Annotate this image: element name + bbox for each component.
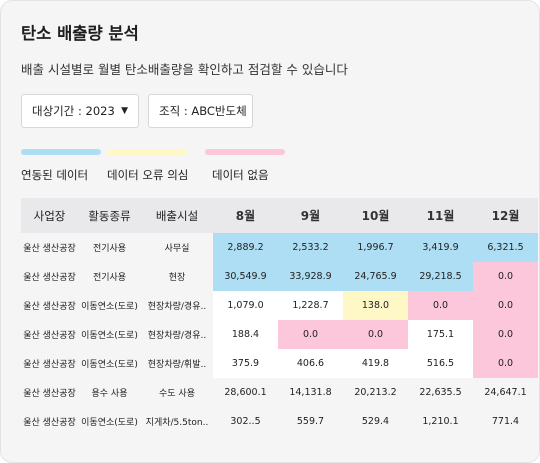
cell-value[interactable]: 2,533.2: [278, 233, 343, 262]
cell-value[interactable]: 33,928.9: [278, 262, 343, 291]
cell-value[interactable]: 30,549.9: [213, 262, 278, 291]
cell-activity: 전기사용: [92, 273, 127, 283]
cell-value[interactable]: 559.7: [296, 416, 325, 427]
cell-value[interactable]: 1,228.7: [278, 291, 343, 320]
cell-value[interactable]: 2,889.2: [213, 233, 278, 262]
table-header-row: 사업장 활동종류 배출시설 8월 9월 10월 11월 12월: [21, 198, 538, 233]
cell-value[interactable]: 20,213.2: [354, 387, 397, 398]
org-filter[interactable]: 조직 : ABC반도체: [148, 94, 253, 128]
cell-site: 울산 생산공장: [23, 331, 76, 341]
cell-value[interactable]: 0.0: [278, 320, 343, 349]
cell-facility: 현장: [168, 273, 186, 283]
cell-value[interactable]: 188.4: [213, 320, 278, 349]
col-header-aug: 8월: [213, 198, 278, 233]
cell-value[interactable]: 0.0: [473, 262, 538, 291]
page-title: 탄소 배출량 분석: [21, 24, 139, 43]
legend-swatch: [205, 149, 285, 155]
cell-value[interactable]: 1,996.7: [343, 233, 408, 262]
table-row: 울산 생산공장 용수 사용 수도 사용 28,600.1 14,131.8 20,213.…: [21, 378, 538, 407]
col-header-facility: 배출시설: [141, 198, 213, 233]
col-header-oct: 10월: [343, 198, 408, 233]
cell-value[interactable]: 24,765.9: [343, 262, 408, 291]
page-subtitle: 배출 시설별로 월별 탄소배출량을 확인하고 점검할 수 있습니다: [21, 62, 348, 77]
cell-value[interactable]: 529.4: [361, 416, 390, 427]
org-filter-label: 조직 : ABC반도체: [159, 104, 247, 118]
table-row: 울산 생산공장 이동연소(도로) 현장차량/경유.. 188.4 0.0 0.0 175.1…: [21, 320, 538, 349]
col-header-dec: 12월: [473, 198, 538, 233]
cell-value[interactable]: 0.0: [408, 291, 473, 320]
legend-label: 데이터 오류 의심: [107, 168, 189, 182]
cell-value[interactable]: 138.0: [343, 291, 408, 320]
cell-value[interactable]: 0.0: [473, 291, 538, 320]
cell-facility: 현장차량/경유..: [147, 302, 207, 312]
cell-facility: 현장차량/경유..: [147, 331, 207, 341]
cell-value[interactable]: 28,600.1: [224, 387, 267, 398]
cell-site: 울산 생산공장: [23, 418, 76, 428]
cell-value[interactable]: 175.1: [408, 320, 473, 349]
cell-value[interactable]: 302..5: [230, 416, 261, 427]
cell-activity: 이동연소(도로): [81, 360, 138, 370]
col-header-sep: 9월: [278, 198, 343, 233]
table-row: 울산 생산공장 전기사용 현장 30,549.9 33,928.9 24,765.9 29,…: [21, 262, 538, 291]
cell-value[interactable]: 14,131.8: [289, 387, 332, 398]
period-select[interactable]: 대상기간 : 2023 ▼: [21, 94, 139, 128]
legend-item-missing: 데이터 없음: [205, 149, 285, 183]
table-row: 울산 생산공장 전기사용 사무실 2,889.2 2,533.2 1,996.7 3,419…: [21, 233, 538, 262]
cell-site: 울산 생산공장: [23, 360, 76, 370]
cell-activity: 전기사용: [92, 244, 127, 254]
cell-value[interactable]: 375.9: [213, 349, 278, 378]
cell-activity: 이동연소(도로): [81, 302, 138, 312]
table-row: 울산 생산공장 이동연소(도로) 현장차량/경유.. 1,079.0 1,228.7 13…: [21, 291, 538, 320]
cell-value[interactable]: 0.0: [473, 349, 538, 378]
cell-value[interactable]: 24,647.1: [484, 387, 527, 398]
legend-item-linked: 연동된 데이터: [21, 149, 101, 183]
cell-value[interactable]: 6,321.5: [473, 233, 538, 262]
cell-facility: 수도 사용: [159, 389, 195, 399]
cell-value[interactable]: 1,079.0: [213, 291, 278, 320]
period-select-label: 대상기간 : 2023: [32, 104, 115, 118]
table-row: 울산 생산공장 이동연소(도로) 현장차량/휘발.. 375.9 406.6 419.8 5…: [21, 349, 538, 378]
col-header-nov: 11월: [408, 198, 473, 233]
cell-site: 울산 생산공장: [23, 244, 76, 254]
legend-swatch: [107, 149, 187, 155]
cell-site: 울산 생산공장: [23, 273, 76, 283]
table-row: 울산 생산공장 이동연소(도로) 지게차/5.5ton.. 302..5 559.7 52…: [21, 407, 538, 436]
col-header-activity: 활동종류: [78, 198, 141, 233]
cell-activity: 이동연소(도로): [81, 331, 138, 341]
legend-swatch: [21, 149, 101, 155]
cell-value[interactable]: 1,210.1: [422, 416, 459, 427]
cell-value[interactable]: 22,635.5: [419, 387, 462, 398]
cell-value[interactable]: 406.6: [278, 349, 343, 378]
cell-value[interactable]: 771.4: [491, 416, 520, 427]
legend-label: 데이터 없음: [212, 168, 269, 182]
cell-value[interactable]: 0.0: [343, 320, 408, 349]
cell-value[interactable]: 419.8: [343, 349, 408, 378]
cell-activity: 이동연소(도로): [81, 418, 138, 428]
cell-facility: 현장차량/휘발..: [147, 360, 207, 370]
cell-value[interactable]: 29,218.5: [408, 262, 473, 291]
cell-facility: 사무실: [164, 244, 190, 254]
cell-site: 울산 생산공장: [23, 302, 76, 312]
caret-down-icon: ▼: [121, 106, 128, 116]
cell-value[interactable]: 3,419.9: [408, 233, 473, 262]
cell-value[interactable]: 0.0: [473, 320, 538, 349]
cell-value[interactable]: 516.5: [408, 349, 473, 378]
col-header-site: 사업장: [21, 198, 78, 233]
legend-item-error: 데이터 오류 의심: [107, 149, 188, 183]
legend-label: 연동된 데이터: [21, 168, 89, 182]
cell-site: 울산 생산공장: [23, 389, 76, 399]
cell-activity: 용수 사용: [91, 389, 128, 399]
cell-facility: 지게차/5.5ton..: [145, 418, 209, 428]
